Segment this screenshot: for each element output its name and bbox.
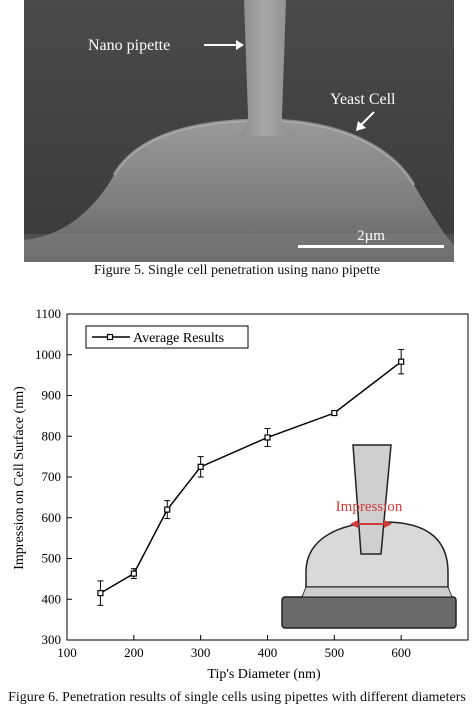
y-tick-label: 600 — [42, 510, 62, 525]
data-point — [164, 506, 171, 513]
scale-bar-label: 2µm — [357, 228, 385, 244]
cell-arrow-icon — [356, 111, 375, 131]
data-point — [197, 463, 204, 470]
y-tick-label: 1100 — [35, 306, 61, 321]
x-axis-label: Tip's Diameter (nm) — [207, 667, 321, 682]
x-tick-label: 400 — [258, 645, 278, 660]
y-tick-label: 700 — [42, 469, 62, 484]
x-tick-label: 500 — [325, 645, 345, 660]
scale-bar — [298, 245, 444, 248]
data-point — [398, 358, 405, 365]
nano-pipette-label: Nano pipette — [88, 37, 171, 54]
data-point — [130, 570, 137, 577]
data-point — [331, 409, 338, 417]
plot-series — [97, 348, 405, 606]
data-point — [264, 434, 271, 441]
inset-schematic — [281, 444, 457, 629]
y-tick-label: 1000 — [35, 347, 61, 362]
legend-marker — [106, 333, 114, 341]
legend-box — [85, 325, 249, 349]
impression-label: Impression — [336, 499, 403, 515]
x-tick-label: 300 — [191, 645, 211, 660]
y-tick-label: 800 — [42, 428, 62, 443]
y-tick-label: 400 — [42, 591, 62, 606]
y-tick-label: 500 — [42, 551, 62, 566]
pipette-shape — [352, 444, 392, 555]
yeast-cell-label: Yeast Cell — [330, 91, 396, 108]
pipette-arrow-icon — [204, 40, 244, 50]
chart-ticks: 100 200 300 400 500 600 300 400 500 600 700 800 900 1… — [35, 306, 411, 660]
y-tick-label: 300 — [42, 632, 62, 647]
impression-chart: 100 200 300 400 500 600 300 400 500 600 700 800 900 1… — [12, 306, 469, 682]
legend-label: Average Results — [133, 331, 224, 346]
figure5-caption: Figure 5. Single cell penetration using … — [93, 263, 381, 278]
base-plate — [281, 596, 457, 629]
x-tick-label: 600 — [391, 645, 411, 660]
data-point — [97, 590, 104, 597]
x-tick-label: 100 — [57, 645, 77, 660]
y-axis-label: Impression on Cell Surface (nm) — [12, 386, 27, 570]
y-tick-label: 900 — [42, 388, 62, 403]
figure6-caption: Figure 6. Penetration results of single … — [8, 690, 466, 705]
x-tick-label: 200 — [124, 645, 144, 660]
